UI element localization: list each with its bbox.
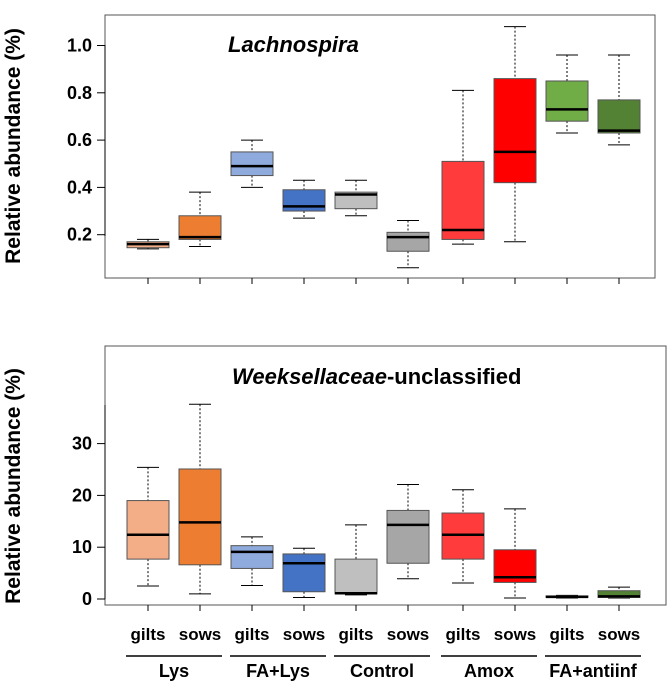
group-label: Amox (464, 661, 514, 681)
chart-weeksellaceae: Weeksellaceae-unclassified Relative abun… (2, 345, 667, 611)
y-ticks-bottom: 0 10 20 30 (72, 434, 105, 609)
box-iqr (126, 500, 170, 560)
box-iqr (230, 151, 274, 177)
box-fa-lys-sows (282, 547, 326, 598)
x-sublabel-sows: sows (283, 625, 326, 644)
group-label: FA+Lys (246, 661, 310, 681)
chart-title-bottom: Weeksellaceae-unclassified (232, 364, 521, 389)
box-iqr (178, 468, 222, 566)
box-lys-sows (178, 403, 222, 595)
box-iqr (441, 512, 485, 560)
chart-title-top: Lachnospira (228, 32, 359, 57)
box-iqr (493, 78, 537, 184)
box-iqr (178, 215, 222, 240)
box-control-gilts (334, 524, 378, 596)
box-amox-gilts (441, 89, 485, 245)
box-iqr (386, 509, 430, 564)
x-sublabel-gilts: gilts (339, 625, 374, 644)
chart-title-bottom-italic: Weeksellaceae (232, 364, 387, 389)
box-iqr (545, 80, 589, 122)
y-tick-label: 30 (72, 434, 92, 454)
box-fa-antiinf-sows (597, 54, 641, 146)
boxes-bottom (126, 403, 641, 599)
x-sublabel-gilts: gilts (235, 625, 270, 644)
box-iqr (334, 191, 378, 210)
x-sublabel-sows: sows (598, 625, 641, 644)
y-tick-label: 0.4 (67, 177, 92, 197)
box-control-sows (386, 220, 430, 269)
y-tick-label: 0.2 (67, 225, 92, 245)
x-sublabel-gilts: gilts (550, 625, 585, 644)
box-fa-lys-sows (282, 179, 326, 219)
box-iqr (282, 553, 326, 593)
group-label: Control (350, 661, 414, 681)
x-sublabel-sows: sows (387, 625, 430, 644)
box-lys-sows (178, 191, 222, 248)
box-control-gilts (334, 179, 378, 217)
box-iqr (441, 160, 485, 240)
box-iqr (334, 558, 378, 595)
box-amox-sows (493, 508, 537, 599)
x-sublabels: gilts sows gilts sows gilts sows gilts sows gilt… (131, 625, 641, 644)
box-fa-lys-gilts (230, 139, 274, 188)
box-lys-gilts (126, 466, 170, 587)
group-label: FA+antiinf (549, 661, 638, 681)
box-iqr (597, 99, 641, 134)
y-tick-label: 0.8 (67, 83, 92, 103)
y-axis-label-top: Relative abundance (%) (2, 28, 25, 264)
box-fa-antiinf-gilts (545, 54, 589, 134)
box-lys-gilts (126, 238, 170, 250)
box-iqr (282, 189, 326, 212)
y-axis-label-bottom: Relative abundance (%) (2, 368, 25, 604)
y-tick-label: 1.0 (67, 36, 92, 56)
y-tick-label: 20 (72, 485, 92, 505)
box-fa-antiinf-sows (597, 586, 641, 599)
box-amox-sows (493, 26, 537, 243)
group-label: Lys (159, 661, 189, 681)
y-ticks-top: 0.2 0.4 0.6 0.8 1.0 (67, 36, 105, 245)
y-tick-label: 0 (82, 589, 92, 609)
x-ticks-top (147, 278, 620, 284)
chart-title-top-italic: Lachnospira (228, 32, 359, 57)
x-sublabel-gilts: gilts (131, 625, 166, 644)
x-sublabel-gilts: gilts (446, 625, 481, 644)
box-fa-antiinf-gilts (545, 594, 589, 599)
boxes-top (126, 26, 641, 269)
x-ticks-bottom (147, 605, 620, 611)
box-fa-lys-gilts (230, 536, 274, 587)
box-iqr (386, 231, 430, 252)
y-tick-label: 10 (72, 537, 92, 557)
box-amox-gilts (441, 489, 485, 584)
box-control-sows (386, 484, 430, 580)
box-iqr (230, 545, 274, 569)
x-sublabel-sows: sows (494, 625, 537, 644)
chart-title-bottom-rest: -unclassified (387, 364, 521, 389)
x-group-labels: Lys FA+Lys Control Amox FA+antiinf (126, 655, 641, 681)
y-tick-label: 0.6 (67, 130, 92, 150)
chart-lachnospira: Lachnospira Relative abundance (%) 0.20.… (2, 14, 656, 284)
x-sublabel-sows: sows (179, 625, 222, 644)
